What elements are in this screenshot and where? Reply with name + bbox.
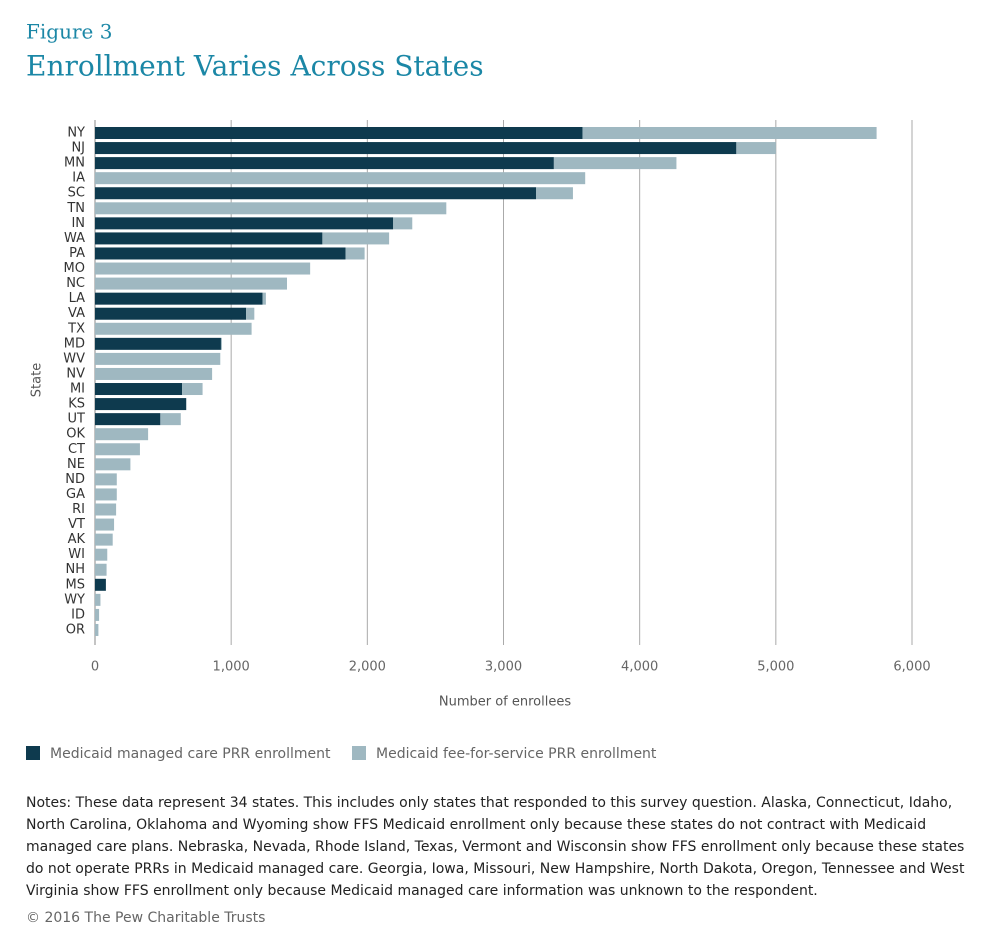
bar	[95, 398, 187, 411]
bar	[582, 127, 877, 139]
y-tick-label: VT	[68, 517, 85, 532]
chart-title: Enrollment Varies Across States	[26, 50, 484, 83]
bar	[95, 488, 117, 501]
bar	[220, 337, 222, 350]
y-tick-label: WA	[64, 231, 85, 246]
x-tick-label: 5,000	[757, 660, 794, 675]
bar	[95, 142, 737, 155]
bar	[95, 127, 583, 139]
bar	[95, 277, 287, 290]
bar	[95, 172, 586, 185]
bar	[736, 142, 776, 155]
y-tick-label: KS	[68, 397, 85, 412]
x-tick-label: 0	[91, 660, 99, 675]
y-tick-label: WY	[64, 592, 85, 607]
bar	[95, 578, 106, 591]
bar	[95, 217, 394, 230]
bar	[95, 157, 554, 170]
bar	[95, 593, 101, 606]
y-tick-label: NC	[66, 276, 85, 291]
bar	[95, 262, 311, 275]
y-tick-label: MI	[70, 382, 85, 397]
bar	[95, 443, 140, 456]
y-tick-label: TX	[67, 321, 85, 336]
bar	[95, 428, 149, 441]
bar	[95, 533, 113, 546]
bar	[95, 473, 117, 486]
bar	[95, 383, 183, 396]
y-tick-label: IA	[72, 171, 85, 186]
y-tick-label: NE	[67, 457, 85, 472]
bar	[95, 202, 447, 215]
y-tick-label: NY	[67, 126, 85, 141]
bar	[95, 458, 131, 471]
y-tick-label: SC	[68, 186, 85, 201]
bar	[95, 247, 346, 260]
x-axis-label: Number of enrollees	[439, 695, 571, 710]
source: © 2016 The Pew Charitable Trusts	[26, 910, 266, 926]
y-tick-label: OK	[66, 427, 85, 442]
y-tick-label: MN	[64, 156, 85, 171]
bar	[95, 337, 221, 350]
bar	[345, 247, 365, 260]
bar	[95, 623, 99, 636]
y-tick-label: ND	[65, 472, 85, 487]
notes: Notes: These data represent 34 states. T…	[26, 795, 965, 899]
y-tick-label: WV	[63, 351, 85, 366]
x-tick-label: 4,000	[621, 660, 658, 675]
figure-label: Figure 3	[26, 20, 112, 44]
y-tick-label: NH	[66, 562, 86, 577]
x-tick-label: 6,000	[893, 660, 930, 675]
x-tick-label: 3,000	[485, 660, 522, 675]
bar	[95, 352, 221, 365]
bar	[95, 518, 115, 531]
bar	[95, 322, 252, 335]
legend-swatch	[26, 746, 40, 760]
y-tick-label: UT	[68, 412, 86, 427]
y-tick-label: MS	[66, 577, 85, 592]
y-tick-label: MD	[64, 336, 85, 351]
bar	[95, 292, 263, 305]
y-tick-label: RI	[72, 502, 85, 517]
y-tick-label: IN	[71, 216, 85, 231]
bar	[95, 563, 107, 576]
bar	[246, 307, 255, 320]
y-tick-label: ID	[71, 607, 85, 622]
bar	[95, 307, 247, 320]
y-tick-label: NJ	[71, 141, 85, 156]
bar	[160, 413, 181, 426]
bar	[95, 608, 100, 621]
bar	[95, 187, 537, 200]
bar	[95, 413, 161, 426]
bar	[95, 232, 323, 245]
x-tick-label: 1,000	[213, 660, 250, 675]
y-tick-label: WI	[68, 547, 85, 562]
y-axis-label: State	[30, 363, 45, 397]
legend-label: Medicaid fee-for-service PRR enrollment	[376, 746, 657, 762]
bar	[95, 503, 117, 516]
bar	[182, 383, 203, 396]
x-tick-label: 2,000	[349, 660, 386, 675]
y-tick-label: TN	[66, 201, 85, 216]
y-tick-label: NV	[66, 366, 85, 381]
bar	[322, 232, 390, 245]
y-tick-label: PA	[69, 246, 85, 261]
y-tick-label: VA	[68, 306, 85, 321]
y-tick-label: CT	[68, 442, 85, 457]
bar	[536, 187, 573, 200]
bar	[262, 292, 266, 305]
y-tick-label: GA	[66, 487, 85, 502]
y-tick-label: LA	[69, 291, 86, 306]
bar	[553, 157, 677, 170]
bar	[393, 217, 413, 230]
bar	[95, 548, 108, 561]
legend-swatch	[352, 746, 366, 760]
y-tick-label: AK	[68, 532, 86, 547]
y-tick-label: OR	[66, 622, 85, 637]
chart: Figure 3 Enrollment Varies Across States…	[26, 20, 931, 762]
legend-label: Medicaid managed care PRR enrollment	[50, 746, 331, 762]
y-tick-label: MO	[64, 261, 85, 276]
bar	[95, 367, 213, 380]
